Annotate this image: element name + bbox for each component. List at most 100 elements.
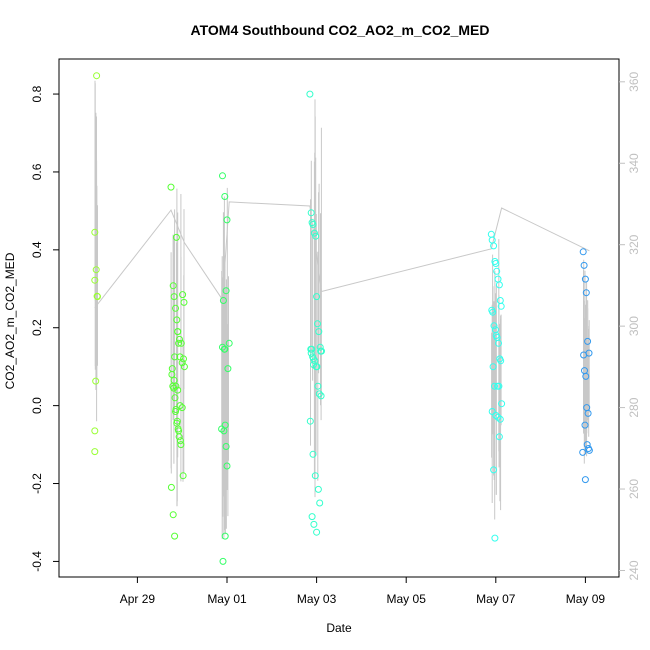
chart-title: ATOM4 Southbound CO2_AO2_m_CO2_MED: [191, 22, 490, 38]
data-point: [180, 355, 187, 363]
y2-tick-label: 300: [627, 316, 641, 336]
data-point: [490, 242, 498, 250]
y-tick-label: 0.4: [30, 241, 44, 258]
data-point: [490, 322, 498, 330]
data-point: [316, 499, 324, 507]
data-point: [220, 427, 228, 435]
y-tick-label: 0.0: [30, 397, 44, 414]
reference-line: [94, 201, 590, 309]
reference-trace: [94, 201, 590, 309]
y2-tick-label: 280: [627, 397, 641, 417]
x-tick-label: May 03: [297, 592, 337, 606]
data-point: [582, 372, 590, 380]
data-point: [218, 425, 226, 433]
data-point: [584, 409, 592, 417]
data-point: [91, 448, 99, 456]
data-point: [171, 353, 179, 361]
data-point: [308, 513, 316, 521]
data-point: [174, 328, 182, 336]
data-point: [492, 260, 500, 267]
data-point: [313, 293, 321, 301]
data-point: [173, 419, 181, 427]
data-point: [92, 266, 100, 274]
data-point: [313, 528, 321, 536]
x-tick-label: May 07: [476, 592, 516, 606]
data-point: [306, 90, 314, 98]
data-point: [178, 404, 186, 412]
data-point: [492, 411, 500, 419]
data-point: [170, 293, 178, 301]
data-point: [306, 417, 314, 425]
data-point: [495, 433, 503, 441]
x-tick-label: May 01: [207, 592, 247, 606]
data-point: [495, 281, 503, 289]
data-point: [91, 276, 99, 284]
data-point: [219, 343, 226, 351]
data-point: [491, 382, 498, 390]
data-point: [494, 413, 502, 421]
data-point: [493, 267, 501, 275]
noise-spikes: [94, 80, 590, 539]
data-point: [176, 335, 183, 343]
data-point: [488, 408, 496, 415]
x-axis-label: Date: [326, 621, 352, 635]
data-point: [220, 345, 228, 353]
data-point: [224, 365, 232, 373]
data-point: [219, 172, 226, 180]
data-point: [580, 261, 588, 269]
data-point: [179, 291, 187, 299]
data-point: [223, 216, 231, 224]
data-point: [583, 441, 591, 449]
data-point: [223, 462, 231, 470]
data-point: [315, 328, 323, 336]
data-point: [489, 308, 497, 316]
data-point: [318, 347, 325, 355]
data-point: [179, 472, 187, 480]
data-point: [487, 230, 495, 238]
data-point: [311, 472, 319, 480]
data-points: [91, 72, 593, 565]
data-point: [222, 287, 230, 295]
data-point: [172, 408, 179, 415]
y-tick-label: 0.6: [30, 163, 44, 180]
x-tick-label: Apr 29: [120, 592, 156, 606]
data-point: [579, 448, 587, 456]
data-point: [489, 363, 497, 371]
data-point: [221, 193, 229, 200]
data-point: [219, 557, 227, 565]
spike-cluster-0: [94, 80, 98, 422]
data-point: [309, 221, 317, 228]
data-point: [310, 361, 317, 369]
data-point: [174, 386, 182, 394]
data-point: [176, 402, 184, 410]
data-point: [317, 392, 325, 400]
y-tick-label: 0.2: [30, 319, 44, 336]
data-point: [177, 339, 185, 347]
data-point: [582, 289, 590, 297]
y2-tick-label: 240: [627, 560, 641, 580]
data-point: [168, 365, 176, 373]
y2-tick-label: 360: [627, 71, 641, 91]
y-tick-label: -0.2: [30, 473, 44, 494]
data-point: [497, 357, 505, 365]
data-point: [309, 450, 317, 458]
data-point: [91, 228, 99, 236]
x-tick-label: May 05: [387, 592, 427, 606]
data-point: [316, 343, 324, 351]
data-point: [496, 415, 504, 423]
data-point: [495, 382, 503, 390]
plot-frame: [58, 58, 620, 578]
y-tick-label: -0.4: [30, 551, 44, 572]
data-point: [176, 437, 184, 445]
data-point: [581, 421, 589, 429]
data-point: [488, 236, 496, 244]
data-point: [178, 359, 186, 367]
data-point: [172, 382, 180, 390]
data-point: [167, 483, 175, 491]
data-point: [171, 532, 179, 540]
data-point: [581, 476, 589, 484]
data-point: [180, 298, 188, 306]
data-point: [308, 345, 316, 353]
data-point: [314, 382, 322, 390]
